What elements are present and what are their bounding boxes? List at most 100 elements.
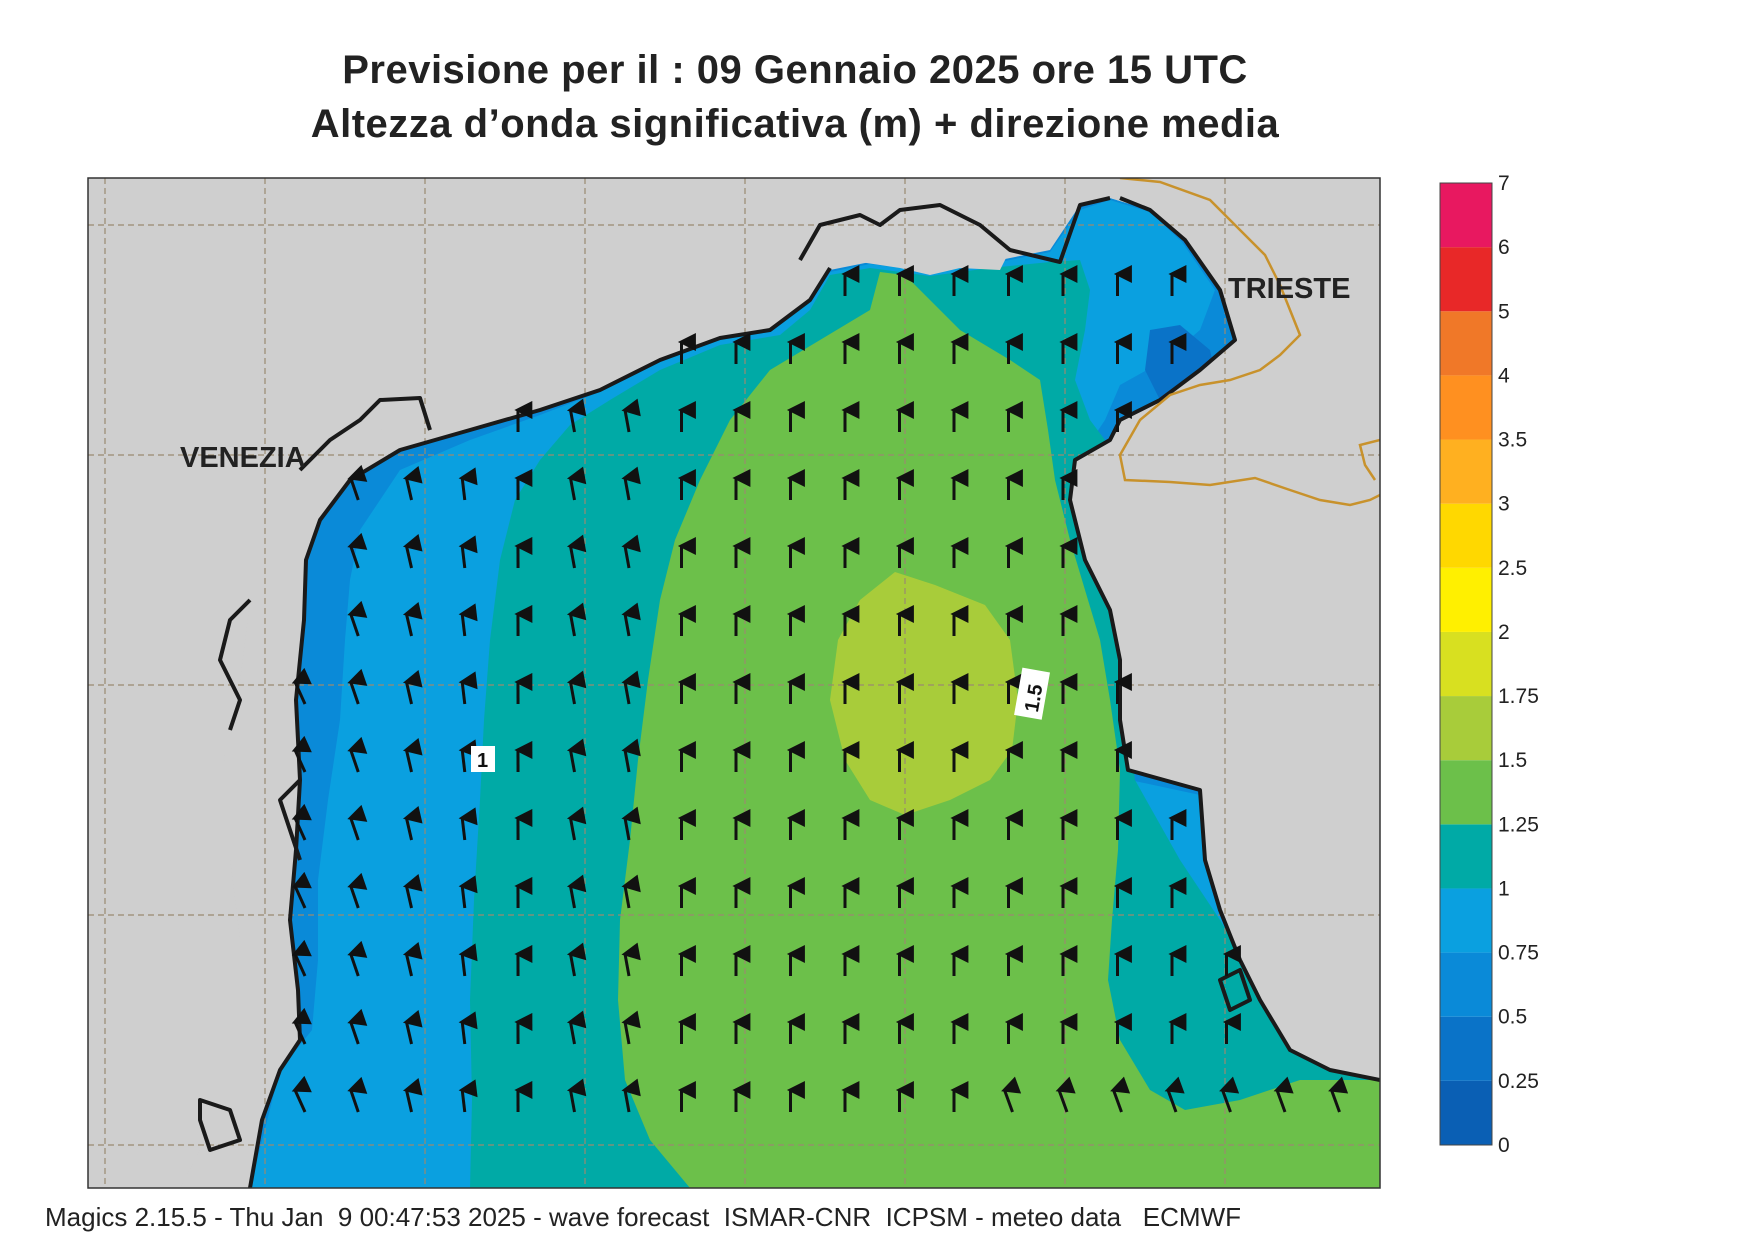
direction-arrow: [347, 600, 368, 637]
direction-arrow: [402, 1010, 423, 1045]
direction-arrow: [402, 1078, 423, 1113]
direction-arrow: [402, 534, 423, 569]
legend-tick-label: 2.5: [1498, 557, 1527, 580]
direction-arrow: [1001, 1076, 1022, 1113]
direction-arrow: [566, 398, 587, 433]
contour-label-1-5: 1.5: [1014, 667, 1050, 720]
direction-arrow: [458, 535, 478, 569]
legend-swatch: [1440, 1016, 1492, 1081]
legend-tick-label: 0.75: [1498, 942, 1539, 965]
direction-arrow: [566, 738, 587, 773]
legend-tick-label: 4: [1498, 364, 1510, 387]
color-legend: 0 0.25 0.5 0.75 1 1.25 1.5 1.75 2 2.5 3 3.5 4 5 6 7: [1439, 172, 1539, 1157]
direction-arrow: [1110, 1076, 1131, 1113]
direction-arrow: [621, 738, 641, 773]
direction-arrow: [291, 871, 312, 909]
direction-arrow: [566, 1078, 587, 1113]
band-1-5: [830, 572, 1018, 815]
legend-tick-label: 1.75: [1498, 685, 1539, 708]
direction-arrow: [347, 668, 368, 705]
legend-swatch: [1440, 824, 1492, 889]
legend-swatch: [1440, 1080, 1492, 1145]
direction-arrow: [621, 602, 641, 637]
legend-tick-label: 3: [1498, 493, 1510, 516]
city-label-trieste: TRIESTE: [1228, 273, 1350, 305]
direction-arrow: [621, 534, 641, 569]
direction-arrow: [621, 806, 641, 841]
direction-arrow: [566, 466, 587, 501]
legend-swatch: [1440, 439, 1492, 504]
direction-arrow: [1219, 1076, 1240, 1113]
direction-arrow: [458, 875, 478, 909]
legend-tick-label: 5: [1498, 300, 1510, 323]
direction-arrow: [1273, 1076, 1294, 1113]
svg-text:1: 1: [477, 750, 488, 772]
title-line-2: Altezza d’onda significativa (m) + direz…: [310, 102, 1280, 146]
legend-tick-label: 1.25: [1498, 813, 1539, 836]
legend-swatch: [1440, 696, 1492, 761]
legend-swatch: [1440, 952, 1492, 1017]
direction-arrow: [566, 874, 587, 909]
legend-tick-label: 2: [1498, 621, 1510, 644]
legend-tick-label: 0: [1498, 1134, 1510, 1157]
contour-label-1: 1: [471, 746, 495, 772]
direction-arrow: [458, 671, 478, 705]
direction-arrow: [347, 464, 368, 501]
direction-arrow: [621, 466, 641, 501]
direction-arrow: [347, 532, 368, 569]
direction-arrow: [347, 1076, 368, 1113]
direction-arrow: [402, 942, 423, 977]
direction-arrow: [402, 466, 423, 501]
direction-arrow: [621, 942, 641, 977]
direction-arrow: [291, 735, 312, 773]
direction-arrow: [1164, 1076, 1185, 1113]
direction-arrow: [566, 806, 587, 841]
direction-arrow: [621, 670, 641, 705]
direction-arrow: [402, 670, 423, 705]
direction-arrow: [621, 398, 641, 433]
direction-arrow: [291, 939, 312, 977]
direction-arrow: [566, 942, 587, 977]
border-line-2: [1358, 438, 1380, 481]
legend-swatch: [1440, 760, 1492, 825]
direction-arrow: [458, 467, 478, 501]
legend-tick-label: 1.5: [1498, 749, 1527, 772]
direction-arrow: [566, 602, 587, 637]
svg-text:1.5: 1.5: [1021, 683, 1047, 714]
legend-swatch: [1440, 311, 1492, 376]
direction-arrow: [291, 803, 312, 841]
legend-swatch: [1440, 247, 1492, 312]
direction-arrow: [347, 1008, 368, 1045]
city-label-venezia: VENEZIA: [180, 442, 306, 474]
direction-arrow: [458, 807, 478, 841]
map-frame: [87, 177, 1381, 1189]
direction-arrow: [458, 943, 478, 977]
legend-swatch: [1440, 183, 1492, 248]
direction-arrow: [458, 603, 478, 637]
direction-arrow: [347, 736, 368, 773]
legend-swatch: [1440, 503, 1492, 568]
land-west-coast: [88, 178, 870, 1188]
direction-arrow: [458, 1079, 478, 1113]
direction-arrow: [566, 534, 587, 569]
title-line-1: Previsione per il : 09 Gennaio 2025 ore …: [342, 48, 1248, 92]
direction-arrow: [621, 874, 641, 909]
legend-tick-label: 1: [1498, 877, 1510, 900]
direction-arrow: [402, 874, 423, 909]
legend-swatch: [1440, 631, 1492, 697]
direction-arrow: [402, 602, 423, 637]
legend-frame: [1439, 182, 1493, 1146]
footer-credits: Magics 2.15.5 - Thu Jan 9 00:47:53 2025 …: [45, 1202, 1241, 1232]
direction-arrow: [566, 670, 587, 705]
legend-swatch: [1440, 375, 1492, 440]
direction-arrow: [458, 739, 478, 773]
direction-arrow: [458, 1011, 478, 1045]
direction-arrow: [402, 738, 423, 773]
border-line: [1118, 178, 1380, 507]
legend-swatch: [1440, 567, 1492, 632]
direction-arrow: [1328, 1076, 1349, 1113]
legend-tick-label: 3.5: [1498, 429, 1527, 452]
legend-tick-label: 0.25: [1498, 1070, 1539, 1093]
direction-arrow: [291, 1007, 312, 1045]
